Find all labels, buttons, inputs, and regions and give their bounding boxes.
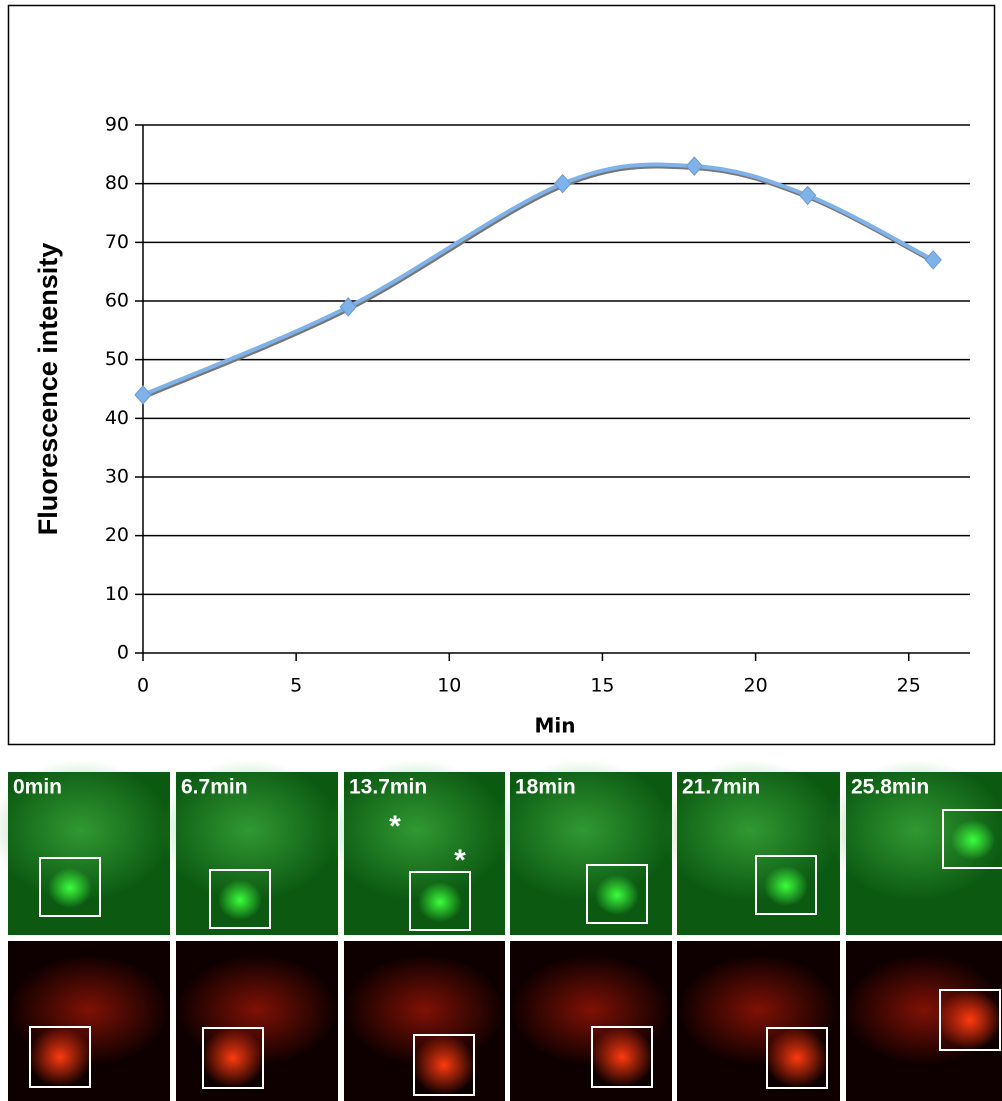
panel-label: 6.7min bbox=[181, 776, 248, 799]
image-panels: 0min 6.7min 13.7min 18min 21.7min 25.8min * * bbox=[0, 760, 1002, 1101]
x-tick-label: 20 bbox=[743, 675, 767, 697]
panel-label: 18min bbox=[515, 776, 576, 799]
asterisk: * bbox=[454, 844, 466, 877]
asterisk: * bbox=[389, 810, 401, 843]
red-spot bbox=[765, 1028, 829, 1088]
x-tick-label: 5 bbox=[290, 675, 302, 697]
x-tick-label: 10 bbox=[437, 675, 461, 697]
y-tick-label: 50 bbox=[105, 348, 129, 370]
red-spot bbox=[412, 1035, 476, 1095]
figure: Min Fluorescence intensity 0102030405060… bbox=[0, 0, 1002, 1101]
y-tick-label: 10 bbox=[105, 583, 129, 605]
green-spot bbox=[418, 882, 462, 922]
green-spot bbox=[764, 866, 808, 906]
x-tick-label: 25 bbox=[897, 675, 921, 697]
y-tick-label: 40 bbox=[105, 407, 129, 429]
green-spot bbox=[218, 880, 262, 920]
y-tick-label: 80 bbox=[105, 172, 129, 194]
green-spot bbox=[951, 820, 995, 860]
x-tick-label: 15 bbox=[590, 675, 614, 697]
panel-label: 21.7min bbox=[682, 776, 760, 799]
x-tick-label: 0 bbox=[137, 675, 149, 697]
red-spot bbox=[938, 990, 1002, 1050]
panel-label: 0min bbox=[13, 776, 62, 799]
red-spot bbox=[201, 1028, 265, 1088]
y-tick-label: 60 bbox=[105, 290, 129, 312]
y-axis-label: Fluorescence intensity bbox=[33, 243, 63, 536]
y-tick-label: 70 bbox=[105, 231, 129, 253]
red-spot bbox=[590, 1027, 654, 1087]
red-spot bbox=[28, 1027, 92, 1087]
y-tick-label: 0 bbox=[117, 642, 129, 664]
y-tick-label: 20 bbox=[105, 524, 129, 546]
y-tick-label: 90 bbox=[105, 114, 129, 136]
x-axis-label: Min bbox=[535, 714, 576, 738]
panel-label: 13.7min bbox=[349, 776, 427, 799]
y-tick-label: 30 bbox=[105, 466, 129, 488]
chart-frame bbox=[9, 6, 995, 745]
green-spot bbox=[48, 868, 92, 908]
panel-label: 25.8min bbox=[851, 776, 929, 799]
green-spot bbox=[595, 875, 639, 915]
